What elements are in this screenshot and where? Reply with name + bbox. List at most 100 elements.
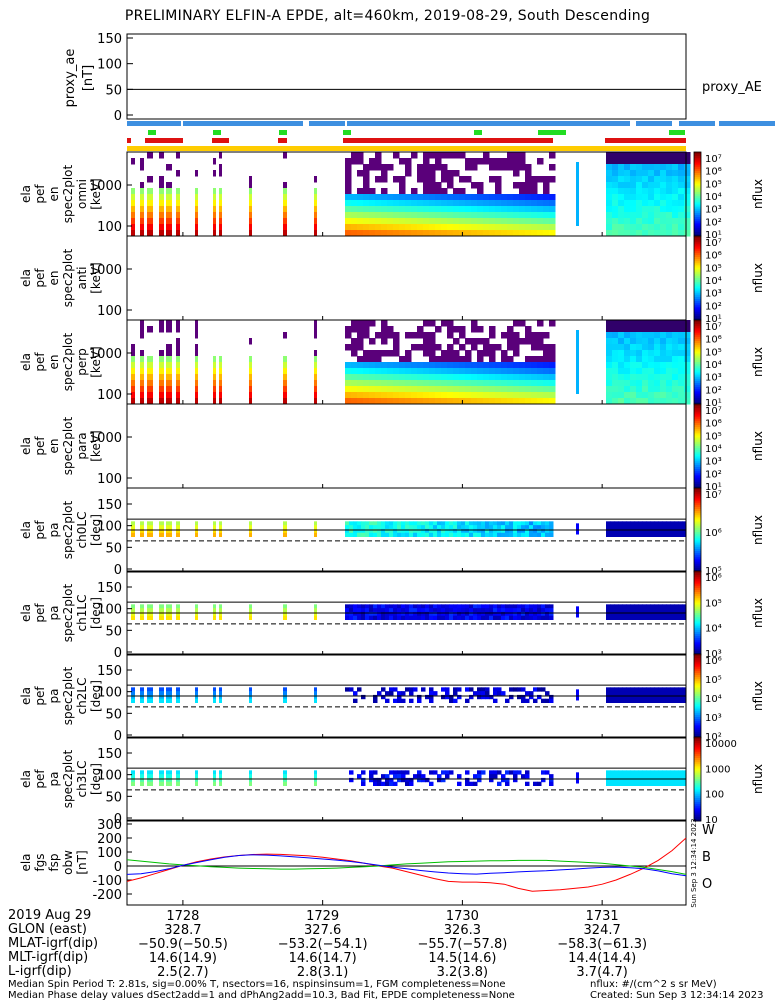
spectrogram-cell (166, 194, 172, 201)
spectrogram-cell (513, 164, 520, 171)
spectrogram-cell (435, 368, 442, 375)
spectrogram-cell (533, 521, 538, 526)
colorbar-cell (694, 204, 701, 208)
spectrogram-cell (471, 338, 478, 345)
spectrogram-cell (630, 332, 637, 339)
spectrogram-cell (349, 521, 354, 526)
spectrogram-cell (638, 528, 643, 534)
ytick-label: 0 (114, 563, 122, 578)
spectrogram-cell (618, 152, 625, 159)
colorbar-cell (694, 160, 701, 163)
spectrogram-cell (465, 224, 472, 231)
spectrogram-cell (660, 176, 667, 183)
spectrogram-cell (654, 532, 659, 537)
ytick-label: 100 (97, 686, 122, 701)
spectrogram-cell (630, 350, 637, 357)
spectrogram-cell (176, 206, 180, 213)
spectrogram-cell (485, 525, 490, 530)
colorbar-cell (694, 181, 701, 184)
spectrogram-cell (543, 356, 550, 363)
spectrogram-cell (441, 362, 448, 369)
spectrogram-cell (618, 164, 625, 171)
spectrogram-cell (373, 694, 378, 700)
spectrogram-cell (489, 326, 496, 333)
spectrogram-cell (636, 332, 643, 339)
spectrogram-cell (549, 611, 554, 617)
spectrogram-cell (576, 523, 579, 535)
spectrogram-cell (459, 392, 466, 399)
spectrogram-cell (606, 200, 613, 207)
spectrogram-cell (147, 398, 153, 405)
spectrogram-cell (457, 611, 462, 617)
spectrogram-cell (654, 362, 661, 369)
spectrogram-cell (195, 170, 198, 177)
spectrogram-cell (674, 525, 679, 530)
spectrogram-cell (195, 525, 198, 530)
spectrogram-cell (543, 392, 550, 399)
colorbar-cell (694, 527, 701, 531)
spectrogram-cell (610, 528, 615, 534)
spectrogram-cell (213, 218, 216, 225)
spectrogram-cell (630, 392, 637, 399)
spectrogram-cell (531, 392, 538, 399)
spectrogram-cell (195, 608, 198, 613)
spectrogram-cell (345, 224, 352, 231)
colorbar-cell (694, 208, 701, 212)
spectrogram-cell (610, 525, 615, 530)
spectrogram-cell (314, 386, 317, 393)
spectrogram-cell (213, 194, 216, 201)
colorbar-cell (694, 598, 701, 601)
spectrogram-cell (195, 326, 198, 333)
spectrogram-cell (537, 176, 544, 183)
spectrogram-cell (195, 350, 198, 357)
spectrogram-cell (381, 521, 386, 526)
spectrogram-cell (483, 374, 490, 381)
colorbar-cell (694, 687, 701, 691)
spectrogram-cell (159, 774, 164, 779)
spectrogram-cell (176, 521, 180, 526)
spectrogram-cell (405, 212, 412, 219)
spectrogram-cell (618, 320, 625, 327)
spectrogram-cell (417, 344, 424, 351)
spectrogram-cell (501, 604, 506, 609)
colorbar-cell (694, 658, 701, 661)
panel-ylabel: spec2plot (61, 583, 75, 642)
spectrogram-cell (219, 694, 222, 700)
colorbar-cell (694, 391, 701, 394)
spectrogram-cell (606, 528, 611, 534)
colorbar-cell (694, 714, 701, 718)
spectrogram-cell (387, 218, 394, 225)
spectrogram-cell (662, 770, 667, 775)
spectrogram-cell (457, 528, 462, 534)
colorbar-cell (694, 185, 701, 189)
spectrogram-cell (140, 164, 144, 171)
spectrogram-cell (606, 170, 613, 177)
spectrogram-cell (642, 218, 649, 225)
spectrogram-cell (213, 615, 216, 620)
spectrogram-cell (674, 604, 679, 609)
spectrogram-cell (465, 687, 470, 692)
spectrogram-cell (545, 608, 550, 613)
spectrogram-cell (459, 362, 466, 369)
spectrogram-cell (349, 604, 354, 609)
colorbar-cell (694, 698, 701, 701)
spectrogram-cell (477, 774, 482, 779)
spectrogram-cell (195, 694, 198, 700)
spectrogram-cell (159, 694, 164, 700)
spectrogram-cell (166, 525, 172, 530)
status-bar-blue (719, 121, 775, 126)
row-value: 3.2(3.8) (437, 965, 489, 980)
spectrogram-cell (147, 521, 153, 526)
spectrogram-cell (648, 326, 655, 333)
spectrogram-cell (614, 521, 619, 526)
spectrogram-cell (646, 521, 651, 526)
spectrogram-cell (399, 218, 406, 225)
spectrogram-cell (357, 326, 364, 333)
spectrogram-cell (249, 615, 252, 620)
colorbar-cell (694, 789, 701, 793)
spectrogram-cell (405, 777, 410, 783)
spectrogram-cell (519, 368, 526, 375)
spectrogram-cell (517, 521, 522, 526)
status-bar-blue (636, 121, 672, 126)
spectrogram-cell (501, 691, 506, 696)
